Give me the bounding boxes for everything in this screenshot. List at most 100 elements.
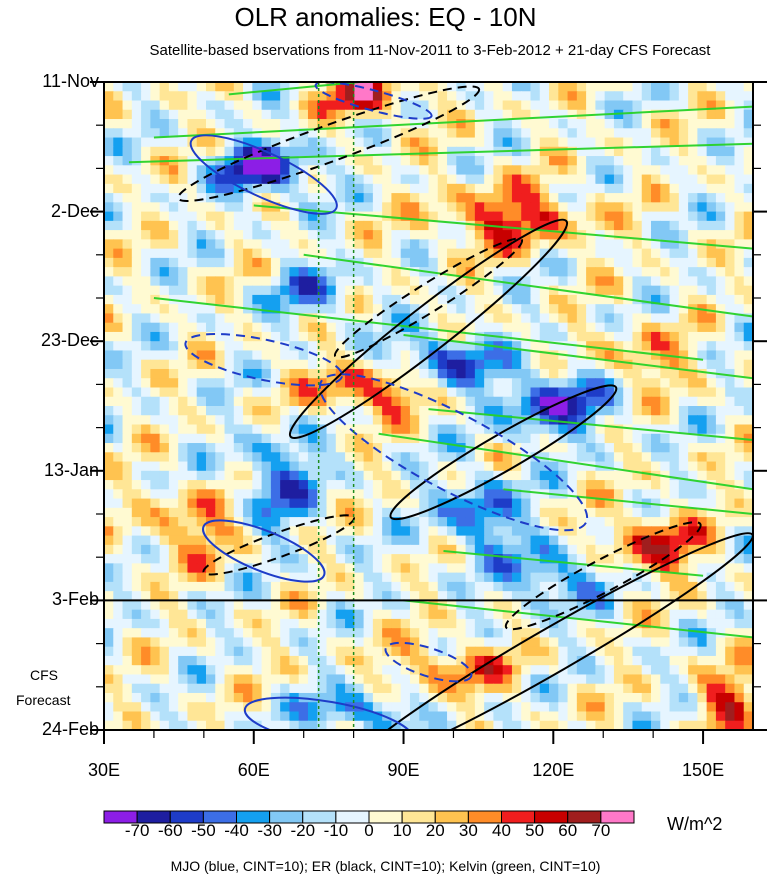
heatmap-cell (595, 91, 606, 102)
heatmap-cell (317, 600, 328, 611)
heatmap-cell (178, 628, 189, 639)
heatmap-cell (224, 544, 235, 555)
heatmap-cell (669, 628, 680, 639)
heatmap-cell (243, 91, 253, 102)
heatmap-cell (372, 526, 383, 537)
heatmap-cell (131, 544, 142, 555)
heatmap-cell (178, 396, 189, 407)
heatmap-cell (298, 554, 309, 564)
heatmap-cell (651, 489, 661, 500)
heatmap-cell (391, 193, 402, 203)
heatmap-cell (567, 248, 578, 259)
heatmap-cell (586, 581, 596, 592)
heatmap-cell (363, 554, 374, 564)
heatmap-cell (289, 368, 300, 379)
heatmap-cell (335, 396, 346, 407)
heatmap-cell (493, 156, 504, 166)
heatmap-cell (706, 285, 717, 296)
heatmap-cell (187, 165, 198, 176)
heatmap-cell (586, 424, 596, 435)
heatmap-cell (150, 276, 161, 287)
heatmap-cell (104, 674, 114, 685)
heatmap-cell (391, 146, 402, 157)
heatmap-cell (465, 341, 476, 352)
heatmap-cell (196, 544, 207, 555)
heatmap-cell (196, 322, 207, 333)
heatmap-cell (474, 137, 485, 148)
heatmap-cell (141, 341, 151, 352)
heatmap-cell (354, 526, 365, 537)
heatmap-cell (168, 341, 179, 352)
heatmap-cell (419, 720, 430, 730)
heatmap-cell (447, 174, 457, 185)
heatmap-cell (289, 535, 300, 546)
heatmap-cell (576, 526, 587, 537)
heatmap-cell (623, 655, 634, 666)
heatmap-cell (697, 128, 708, 139)
heatmap-cell (743, 211, 753, 222)
heatmap-cell (289, 498, 300, 509)
heatmap-cell (224, 600, 235, 611)
heatmap-cell (391, 331, 402, 342)
heatmap-cell (734, 248, 745, 259)
heatmap-cell (437, 304, 448, 315)
heatmap-cell (363, 692, 374, 703)
heatmap-cell (474, 230, 485, 240)
heatmap-cell (187, 554, 198, 564)
heatmap-cell (511, 350, 522, 361)
heatmap-cell (502, 554, 513, 564)
heatmap-cell (456, 230, 467, 240)
heatmap-cell (419, 489, 430, 500)
heatmap-cell (549, 600, 559, 611)
heatmap-cell (233, 137, 244, 148)
heatmap-cell (104, 507, 114, 518)
heatmap-cell (623, 146, 634, 157)
heatmap-cell (122, 350, 133, 361)
heatmap-cell (372, 100, 383, 111)
heatmap-cell (205, 609, 216, 620)
heatmap-cell (567, 91, 578, 102)
heatmap-cell (363, 230, 374, 240)
heatmap-cell (141, 211, 151, 222)
heatmap-cell (641, 193, 652, 203)
heatmap-cell (706, 165, 717, 176)
heatmap-cell (354, 378, 365, 389)
heatmap-cell (651, 702, 661, 713)
heatmap-cell (205, 424, 216, 435)
heatmap-cell (345, 156, 355, 166)
heatmap-cell (187, 378, 198, 389)
heatmap-cell (715, 396, 726, 407)
heatmap-cell (400, 609, 411, 620)
heatmap-cell (187, 406, 198, 416)
heatmap-cell (113, 350, 124, 361)
heatmap-cell (131, 100, 142, 111)
heatmap-cell (502, 257, 513, 268)
heatmap-cell (493, 424, 504, 435)
heatmap-cell (465, 119, 476, 129)
heatmap-cell (363, 109, 374, 120)
heatmap-cell (586, 507, 596, 518)
heatmap-cell (289, 193, 300, 203)
heatmap-cell (734, 563, 745, 574)
heatmap-cell (613, 600, 624, 611)
heatmap-cell (539, 452, 550, 463)
mjo-contour (202, 519, 326, 583)
heatmap-cell (280, 285, 291, 296)
heatmap-cell (502, 248, 513, 259)
heatmap-cell (104, 655, 114, 666)
heatmap-cell (215, 600, 226, 611)
heatmap-cell (456, 461, 467, 472)
heatmap-cell (104, 174, 114, 185)
heatmap-cell (141, 526, 151, 537)
heatmap-cell (428, 341, 439, 352)
heatmap-cell (326, 220, 337, 231)
heatmap-cell (743, 202, 753, 213)
heatmap-cell (252, 591, 263, 601)
heatmap-cell (298, 489, 309, 500)
heatmap-cell (623, 211, 634, 222)
heatmap-cell (715, 637, 726, 648)
heatmap-cell (205, 452, 216, 463)
heatmap-cell (187, 82, 198, 92)
heatmap-cell (539, 165, 550, 176)
heatmap-cell (345, 174, 355, 185)
